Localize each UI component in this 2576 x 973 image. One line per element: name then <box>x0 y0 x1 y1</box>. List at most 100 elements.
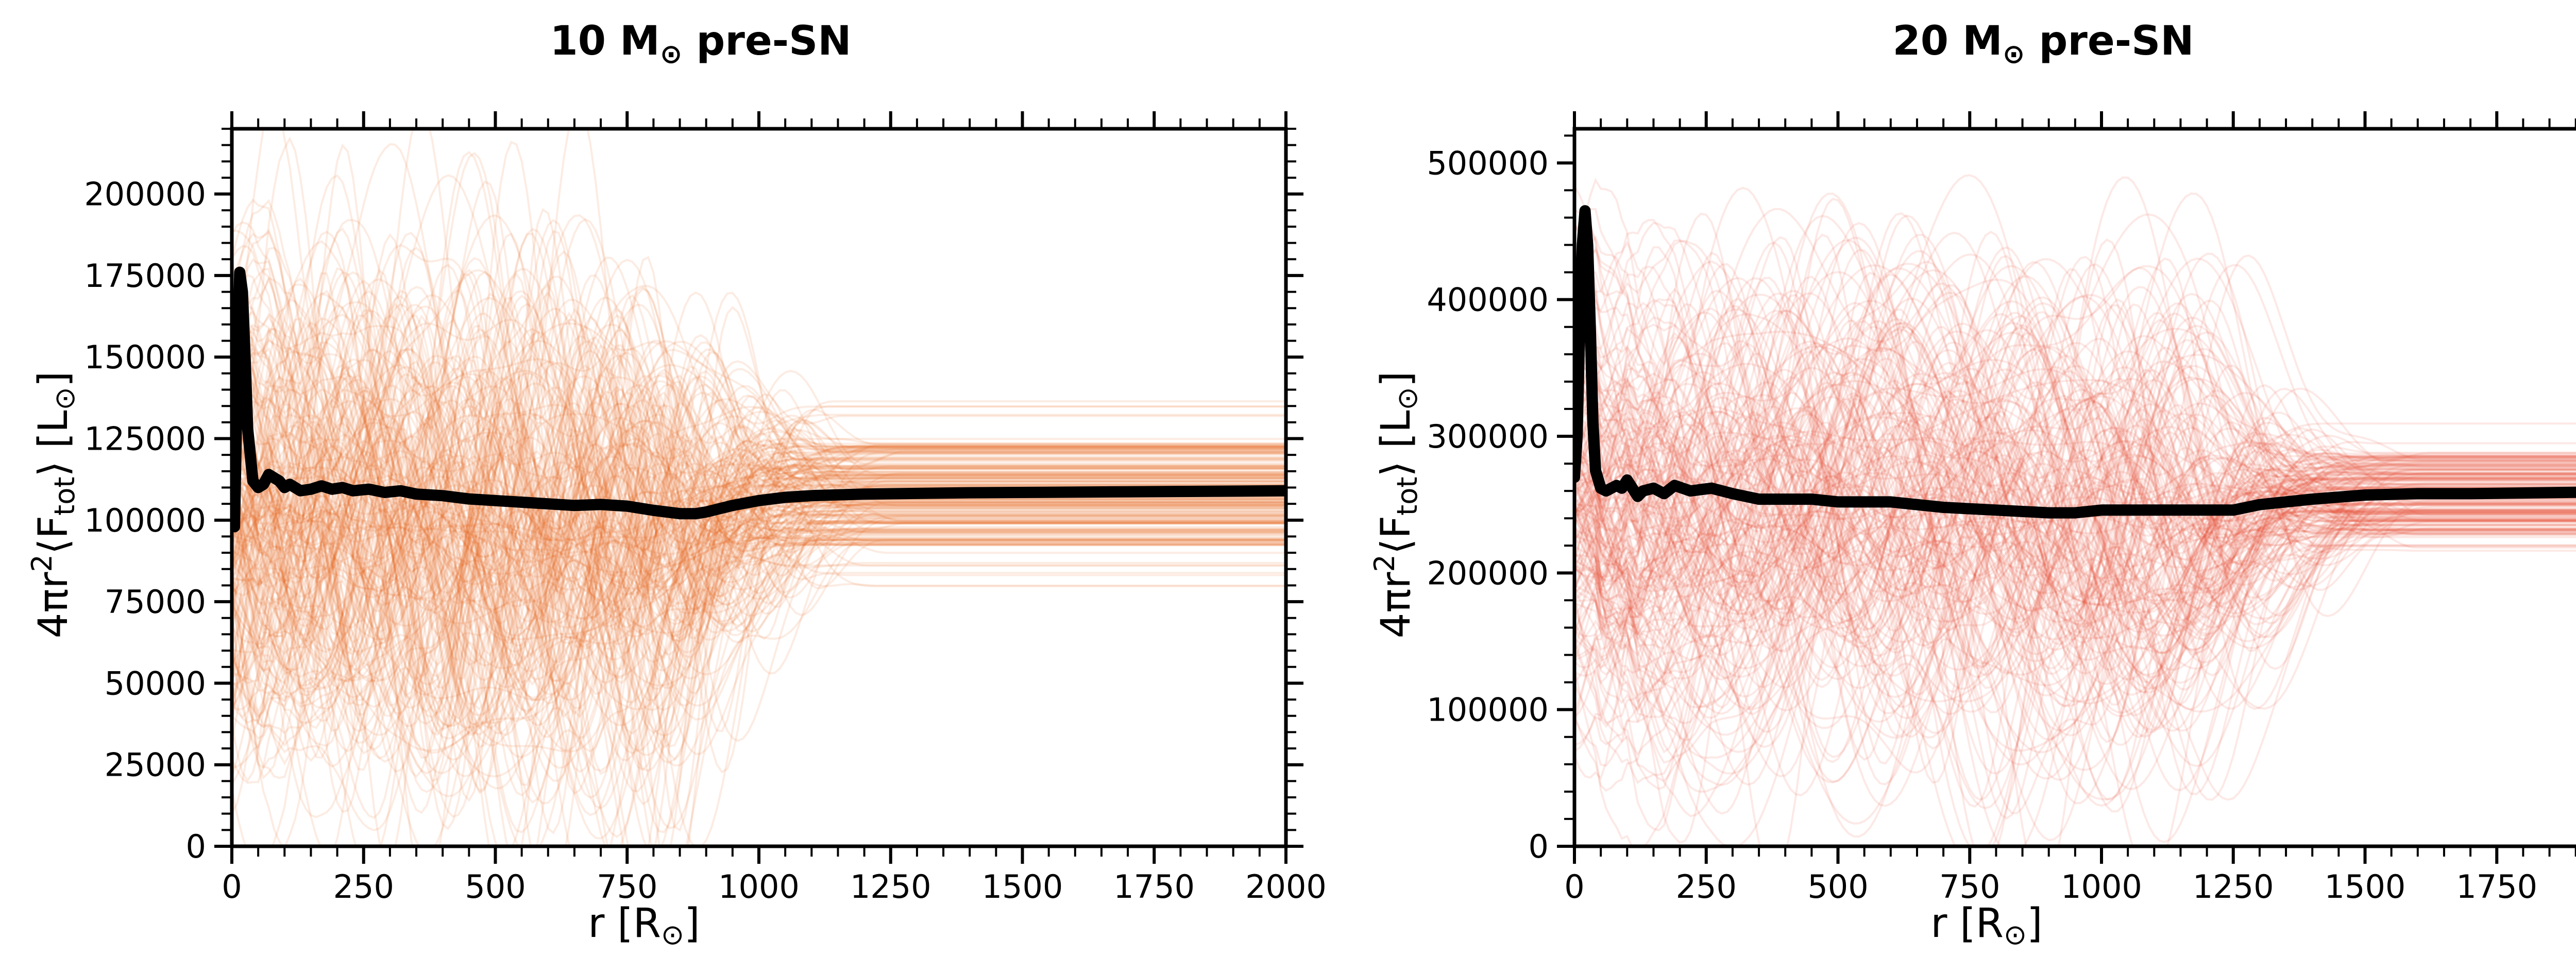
ensemble-line <box>232 311 1286 773</box>
y-tick-label: 125000 <box>84 420 206 458</box>
ensemble-line <box>232 219 1286 793</box>
ensemble-line <box>232 465 1286 620</box>
ensemble-line <box>232 230 1286 814</box>
ensemble-line <box>232 466 1286 640</box>
ensemble-line <box>232 272 1286 728</box>
ensemble-line <box>232 129 1286 846</box>
x-tick-label: 500 <box>1807 868 1868 906</box>
ensemble-line <box>232 360 1286 725</box>
ensemble-line <box>232 422 1286 699</box>
ensemble-line <box>232 470 1286 575</box>
ensemble-line <box>232 373 1286 713</box>
ensemble-line <box>232 347 1286 722</box>
ensemble-line <box>232 277 1286 846</box>
ensemble-line <box>232 378 1286 625</box>
ensemble-line <box>1574 423 2576 587</box>
chart-title: 20 M⊙ pre-SN <box>1892 18 2194 70</box>
ensemble-line <box>232 198 1286 681</box>
ensemble-line <box>1574 463 2576 582</box>
ensemble-line <box>232 322 1286 705</box>
ensemble-line <box>1574 320 2576 708</box>
x-tick-label: 1000 <box>718 868 800 906</box>
y-tick-label: 300000 <box>1427 418 1549 455</box>
ensemble-line <box>1574 332 2576 668</box>
ensemble-line <box>232 413 1286 708</box>
ensemble-line <box>1574 297 2576 707</box>
ensemble-line <box>1574 405 2576 646</box>
ensemble-line <box>1574 312 2576 733</box>
ensemble-line <box>1574 219 2576 846</box>
y-tick-label: 100000 <box>84 502 206 539</box>
ensemble-line <box>1574 343 2576 714</box>
ensemble-line <box>232 289 1286 719</box>
ensemble-line <box>232 339 1286 724</box>
ensemble-line <box>1574 294 2576 780</box>
ensemble-line <box>1574 264 2576 800</box>
ensemble-line <box>1574 331 2576 746</box>
ensemble-line <box>1574 236 2576 808</box>
ensemble-line <box>1574 371 2576 690</box>
ensemble-line <box>232 524 1286 590</box>
mean-line <box>232 266 1286 533</box>
ensemble-line <box>232 379 1286 726</box>
ensemble-line <box>1574 297 2576 669</box>
ensemble-line <box>1574 242 2576 795</box>
y-tick-label: 50000 <box>105 664 206 702</box>
ensemble-line <box>1574 349 2576 656</box>
ensemble-line <box>232 374 1286 719</box>
ensemble-line <box>1574 247 2576 710</box>
x-tick-label: 1750 <box>1113 868 1195 906</box>
ensemble-line <box>232 503 1286 605</box>
ensemble-line <box>232 129 1286 846</box>
ensemble-line <box>232 289 1286 755</box>
ensemble-lines <box>232 129 1286 846</box>
ensemble-line <box>1574 347 2576 705</box>
ensemble-line <box>232 233 1286 787</box>
ensemble-line <box>232 325 1286 806</box>
y-tick-label: 200000 <box>84 176 206 213</box>
ensemble-line <box>232 337 1286 702</box>
ensemble-line <box>1574 265 2576 759</box>
ensemble-line <box>1574 421 2576 603</box>
ensemble-line <box>1574 367 2576 630</box>
ensemble-line <box>232 277 1286 834</box>
ensemble-line <box>1574 429 2576 623</box>
ensemble-line <box>1574 298 2576 715</box>
ensemble-line <box>232 472 1286 608</box>
ensemble-line <box>1574 292 2576 815</box>
ensemble-line <box>232 308 1286 829</box>
ensemble-line <box>232 411 1286 712</box>
ensemble-line <box>1574 345 2576 703</box>
ensemble-line <box>1574 377 2576 650</box>
ensemble-line <box>1574 411 2576 603</box>
ensemble-line <box>1574 321 2576 668</box>
ensemble-line <box>1574 214 2576 846</box>
ensemble-line <box>232 292 1286 793</box>
ensemble-line <box>232 437 1286 594</box>
ensemble-line <box>1574 416 2576 650</box>
ensemble-line <box>232 390 1286 717</box>
ensemble-line <box>232 334 1286 667</box>
ensemble-line <box>232 294 1286 696</box>
x-tick-label: 250 <box>1676 868 1737 906</box>
ensemble-line <box>1574 381 2576 634</box>
ensemble-line <box>232 443 1286 592</box>
ensemble-line <box>232 319 1286 754</box>
ensemble-line <box>1574 302 2576 846</box>
ensemble-line <box>1574 398 2576 644</box>
ensemble-line <box>232 278 1286 756</box>
ensemble-line <box>1574 313 2576 703</box>
ensemble-line <box>1574 407 2576 616</box>
ensemble-line <box>1574 248 2576 741</box>
ensemble-line <box>1574 239 2576 792</box>
ensemble-line <box>232 448 1286 627</box>
ensemble-line <box>1574 330 2576 711</box>
ensemble-line <box>232 297 1286 687</box>
ensemble-line <box>1574 391 2576 651</box>
ensemble-line <box>1574 420 2576 622</box>
ensemble-line <box>232 334 1286 729</box>
ensemble-line <box>232 348 1286 684</box>
panel-20msun: 20 M⊙ pre-SN 0 250 500 750 1000 1250 1500 1750 2… <box>1343 0 2576 973</box>
ensemble-line <box>232 468 1286 591</box>
ensemble-line <box>1574 340 2576 713</box>
